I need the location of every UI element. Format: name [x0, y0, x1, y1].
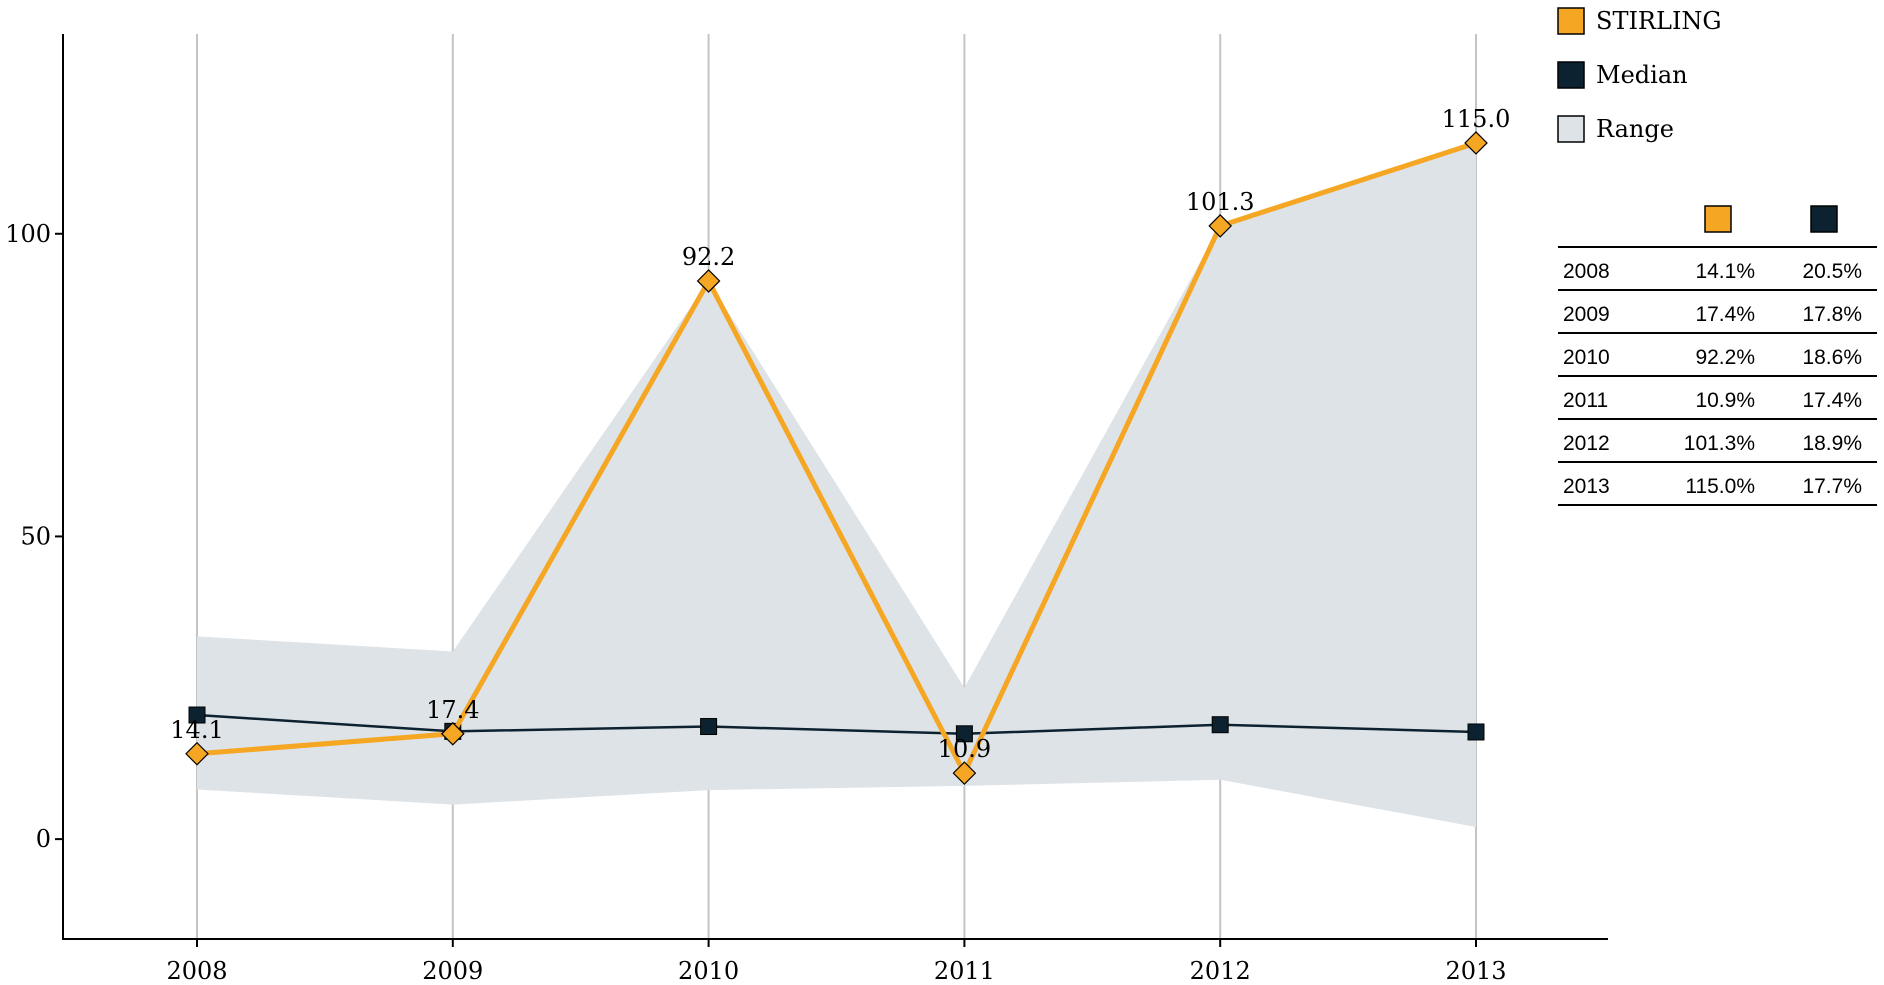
table-cell-median-2010: 18.6% [1802, 346, 1862, 369]
x-tick-label-2009: 2009 [422, 957, 483, 985]
legend-label-range: Range [1596, 115, 1674, 143]
range-band [197, 142, 1476, 828]
axes: 2008 2009 2010 2011 2012 2013 0 50 100 [5, 34, 1608, 985]
table-cell-stirling-2011: 10.9% [1695, 389, 1755, 412]
data-label-2011: 10.9 [938, 735, 991, 763]
legend-swatch-median [1557, 61, 1585, 89]
x-tick-label-2008: 2008 [166, 957, 227, 985]
median-point-2008 [188, 706, 206, 724]
table-cell-median-2008: 20.5% [1802, 260, 1862, 283]
table-header-stirling-swatch [1704, 205, 1732, 233]
table-cell-year-2008: 2008 [1563, 260, 1610, 283]
table-cell-year-2012: 2012 [1563, 432, 1610, 455]
table-cell-median-2013: 17.7% [1802, 475, 1862, 498]
median-point-2011 [955, 725, 973, 743]
table-cell-stirling-2008: 14.1% [1695, 260, 1755, 283]
data-label-2012: 101.3 [1186, 188, 1255, 216]
stirling-point-2008 [185, 741, 209, 766]
median-point-2010 [700, 718, 718, 736]
data-label-2010: 92.2 [682, 243, 735, 271]
table-cell-year-2011: 2011 [1563, 389, 1608, 412]
table-cell-year-2010: 2010 [1563, 346, 1610, 369]
data-table: 2008 14.1% 20.5% 2009 17.4% 17.8% 2010 92.2% 18.… [1558, 205, 1877, 506]
y-tick-label-50: 50 [20, 522, 51, 550]
stirling-point-2009 [440, 721, 465, 746]
median-point-2013 [1467, 723, 1485, 741]
y-tick-label-100: 100 [5, 220, 51, 248]
stirling-point-2011 [952, 761, 977, 785]
table-cell-median-2011: 17.4% [1802, 389, 1862, 412]
table-cell-stirling-2012: 101.3% [1684, 432, 1755, 455]
data-label-2013: 115.0 [1442, 105, 1511, 133]
data-labels: 14.1 17.4 92.2 10.9 101.3 115.0 [170, 105, 1510, 763]
y-tick-label-0: 0 [36, 825, 51, 853]
table-header-median-swatch [1810, 205, 1838, 233]
x-tick-label-2013: 2013 [1445, 957, 1506, 985]
table-cell-year-2009: 2009 [1563, 303, 1610, 326]
table-cell-median-2012: 18.9% [1802, 432, 1862, 455]
legend-swatch-stirling [1557, 7, 1585, 35]
table-cell-year-2013: 2013 [1563, 475, 1610, 498]
table-cell-stirling-2013: 115.0% [1685, 475, 1755, 498]
stirling-point-2012 [1208, 214, 1233, 238]
stirling-series [185, 131, 1488, 785]
stirling-line [196, 140, 1477, 776]
stirling-point-2013 [1464, 131, 1488, 155]
x-tick-label-2012: 2012 [1190, 957, 1251, 985]
legend-swatch-range [1557, 115, 1585, 143]
table-cell-median-2009: 17.8% [1802, 303, 1862, 326]
legend: STIRLING Median Range [1557, 7, 1722, 143]
data-label-2009: 17.4 [426, 696, 479, 724]
legend-label-median: Median [1596, 61, 1688, 89]
range-area [197, 142, 1476, 828]
table-cell-stirling-2009: 17.4% [1695, 303, 1755, 326]
median-point-2012 [1211, 716, 1229, 734]
x-tick-label-2011: 2011 [934, 957, 995, 985]
data-label-2008: 14.1 [170, 716, 223, 744]
stirling-point-2010 [696, 269, 721, 293]
table-cell-stirling-2010: 92.2% [1695, 346, 1755, 369]
x-tick-label-2010: 2010 [678, 957, 739, 985]
median-line [196, 713, 1477, 736]
legend-label-stirling: STIRLING [1596, 7, 1722, 35]
